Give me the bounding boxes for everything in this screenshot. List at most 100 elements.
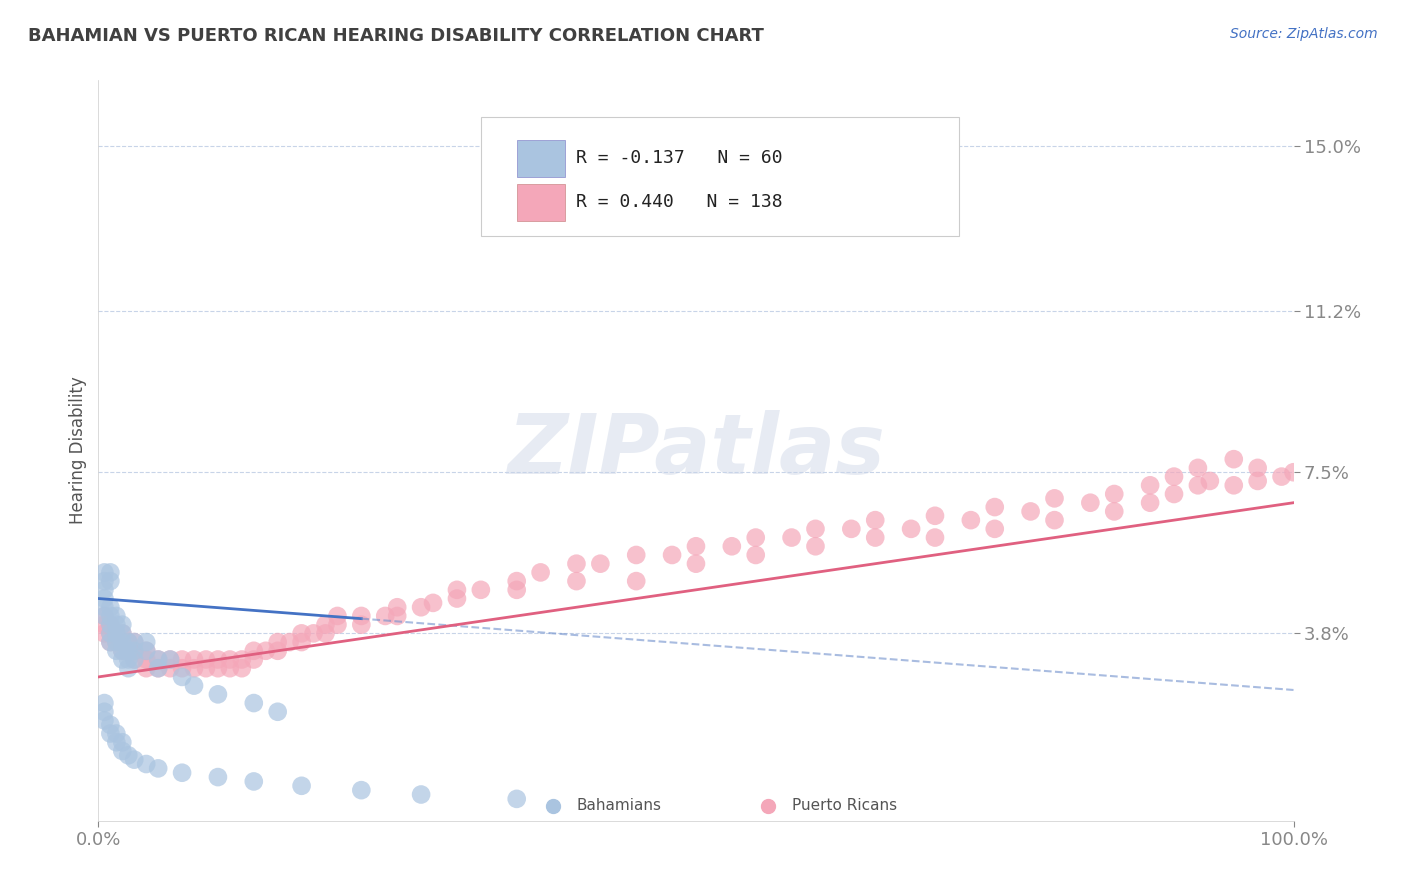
Point (183, 652, 205, 666)
Point (661, 548, 683, 562)
Point (1223, 452, 1246, 467)
Point (446, 591, 468, 606)
Point (135, 644, 157, 658)
Point (117, 635, 139, 649)
Point (745, 548, 768, 562)
Point (291, 779, 314, 793)
Point (1163, 469, 1185, 483)
Text: BAHAMIAN VS PUERTO RICAN HEARING DISABILITY CORRELATION CHART: BAHAMIAN VS PUERTO RICAN HEARING DISABIL… (28, 27, 763, 45)
Point (756, 705, 779, 719)
Point (135, 757, 157, 772)
Bar (517, 139, 565, 177)
Point (111, 626, 134, 640)
Point (195, 652, 218, 666)
Point (172, 670, 194, 684)
Point (315, 626, 337, 640)
Point (506, 574, 529, 588)
Point (105, 726, 128, 740)
Point (93, 609, 115, 624)
Point (124, 652, 146, 666)
Point (900, 522, 922, 536)
Point (745, 531, 768, 545)
Point (541, 705, 564, 719)
Point (98, 609, 122, 624)
Point (231, 661, 253, 675)
Point (195, 661, 218, 675)
Point (135, 635, 157, 649)
Point (326, 609, 349, 624)
Point (117, 652, 139, 666)
Point (172, 661, 194, 675)
Point (105, 635, 128, 649)
Point (111, 644, 134, 658)
Point (326, 617, 349, 632)
Point (219, 661, 242, 675)
Point (530, 566, 553, 580)
Point (470, 582, 492, 597)
Point (1271, 469, 1294, 483)
Point (1019, 504, 1042, 518)
Point (506, 582, 529, 597)
Point (207, 661, 229, 675)
Point (506, 792, 529, 806)
Point (98, 617, 122, 632)
Bar (517, 184, 565, 221)
Point (626, 548, 648, 562)
Point (148, 661, 170, 675)
Point (207, 770, 229, 784)
Point (111, 635, 134, 649)
Point (1139, 478, 1161, 492)
Point (93, 705, 115, 719)
Point (960, 513, 983, 527)
Point (98, 626, 122, 640)
Point (93, 609, 115, 624)
Point (98, 600, 122, 615)
Point (117, 644, 139, 658)
Point (124, 652, 146, 666)
Point (411, 788, 433, 802)
Point (924, 531, 946, 545)
Point (98, 635, 122, 649)
Text: ZIPatlas: ZIPatlas (508, 410, 884, 491)
Point (172, 652, 194, 666)
Point (589, 557, 612, 571)
Point (231, 652, 253, 666)
Point (924, 508, 946, 523)
Point (1223, 478, 1246, 492)
Point (93, 591, 115, 606)
Point (422, 596, 444, 610)
Point (984, 522, 1007, 536)
Point (302, 626, 325, 640)
Point (105, 735, 128, 749)
Text: R = 0.440   N = 138: R = 0.440 N = 138 (576, 194, 783, 211)
Point (111, 652, 134, 666)
Point (1187, 478, 1209, 492)
Point (124, 635, 146, 649)
Point (374, 609, 396, 624)
Point (117, 644, 139, 658)
Point (721, 539, 744, 553)
Point (291, 635, 314, 649)
Point (98, 574, 122, 588)
FancyBboxPatch shape (481, 117, 959, 235)
Point (219, 652, 242, 666)
Point (159, 652, 181, 666)
Point (93, 582, 115, 597)
Point (183, 661, 205, 675)
Point (148, 652, 170, 666)
Point (865, 513, 887, 527)
Point (111, 626, 134, 640)
Point (1043, 491, 1066, 506)
Point (98, 635, 122, 649)
Point (243, 696, 266, 710)
Point (685, 539, 707, 553)
Point (105, 626, 128, 640)
Text: Source: ZipAtlas.com: Source: ZipAtlas.com (1230, 27, 1378, 41)
Point (93, 714, 115, 728)
Point (135, 661, 157, 675)
Point (111, 644, 134, 658)
Point (1247, 474, 1270, 488)
Point (267, 705, 290, 719)
Point (865, 531, 887, 545)
Point (93, 566, 115, 580)
